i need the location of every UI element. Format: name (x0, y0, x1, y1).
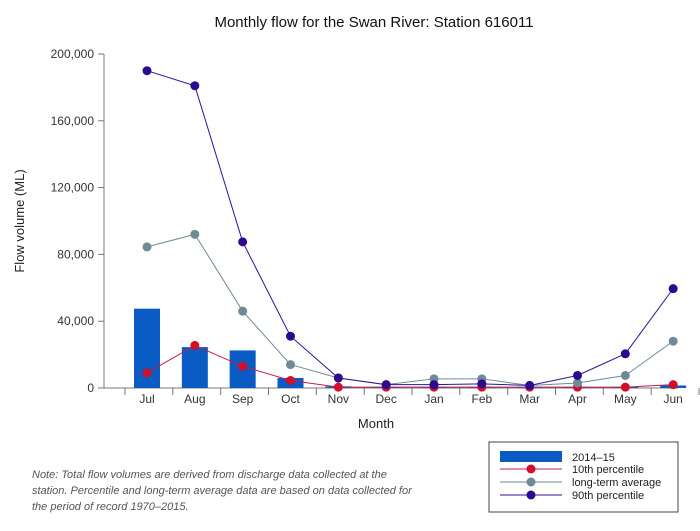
long-term-average-point (286, 360, 295, 370)
legend-label: 10th percentile (572, 464, 644, 476)
chart-title: Monthly flow for the Swan River: Station… (214, 14, 533, 31)
long-term-average-point (142, 242, 152, 252)
10th-percentile-point (333, 382, 343, 392)
90th-percentile-point (620, 349, 630, 359)
y-tick-label: 120,000 (51, 181, 95, 195)
90th-percentile-point (573, 370, 582, 380)
10th-percentile-point (668, 380, 678, 390)
90th-percentile-line (146, 70, 674, 386)
legend-swatch-bars (500, 451, 562, 462)
90th-percentile-point (525, 380, 535, 390)
long-term-average-point (238, 306, 248, 316)
long-term-average-point (573, 378, 582, 388)
bar-aug (181, 347, 208, 388)
10th-percentile-point (238, 361, 248, 371)
long-term-average-line (146, 233, 674, 386)
x-tick-label: Oct (281, 392, 300, 406)
90th-percentile-point (190, 81, 200, 91)
line-series (142, 66, 678, 392)
long-term-average-point (190, 229, 200, 239)
y-tick-label: 0 (87, 381, 94, 395)
x-tick-label: Nov (328, 392, 349, 406)
90th-percentile-point (477, 379, 487, 389)
90th-percentile-point (142, 66, 152, 76)
x-tick-label: Feb (471, 392, 492, 406)
90th-percentile-point (429, 380, 439, 390)
x-tick-label: Dec (375, 392, 396, 406)
10th-percentile-point (620, 382, 630, 392)
90th-percentile-point (286, 331, 295, 341)
x-tick-label: Aug (184, 392, 205, 406)
x-tick-label: Apr (568, 392, 587, 406)
x-tick-label: Sep (232, 392, 254, 406)
90th-percentile-point (381, 380, 391, 390)
long-term-average-point (620, 370, 630, 380)
10th-percentile-point (286, 375, 295, 385)
legend-marker-90th-percentile (526, 490, 536, 500)
x-tick-label: May (614, 392, 637, 406)
x-tick-label: Jul (139, 392, 154, 406)
bar-series (134, 308, 687, 389)
legend-marker-long-term-average (526, 477, 536, 487)
legend-label: 90th percentile (572, 490, 644, 502)
footnote: Note: Total flow volumes are derived fro… (32, 469, 412, 513)
10th-percentile-point (190, 340, 200, 350)
10th-percentile-line (146, 344, 674, 388)
long-term-average-point (668, 336, 678, 346)
legend-label: 2014–15 (572, 452, 615, 464)
x-axis-label: Month (358, 416, 394, 431)
90th-percentile-point (668, 284, 678, 294)
10th-percentile-point (142, 368, 152, 378)
90th-percentile-point (333, 373, 343, 383)
y-tick-label: 80,000 (57, 247, 94, 261)
legend-marker-10th-percentile (526, 464, 536, 474)
y-tick-label: 200,000 (51, 47, 95, 61)
y-tick-label: 40,000 (57, 314, 94, 328)
90th-percentile-point (238, 237, 248, 247)
x-tick-label: Mar (519, 392, 540, 406)
x-tick-label: Jun (663, 392, 682, 406)
x-tick-label: Jan (424, 392, 443, 406)
y-axis-label: Flow volume (ML) (12, 169, 27, 272)
legend-label: long-term average (572, 477, 661, 489)
y-tick-label: 160,000 (51, 114, 95, 128)
